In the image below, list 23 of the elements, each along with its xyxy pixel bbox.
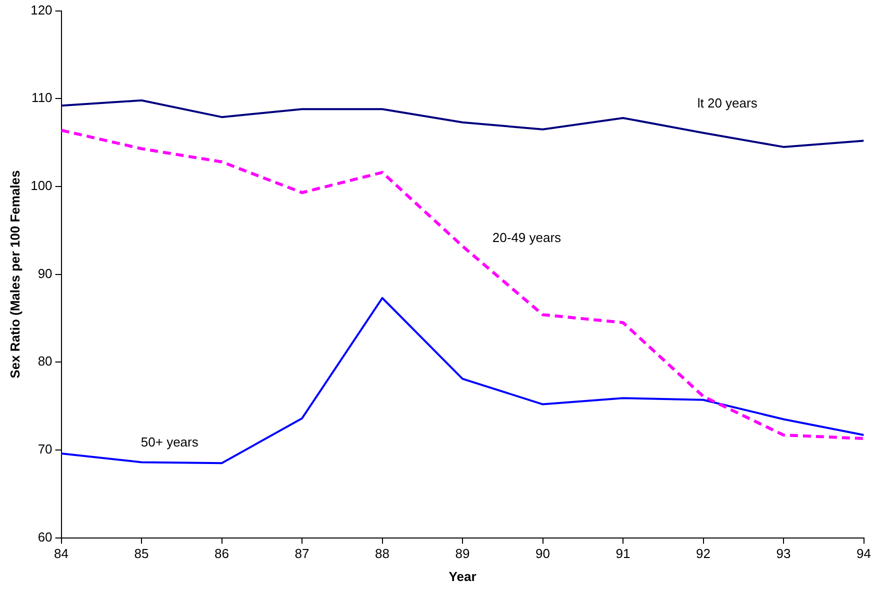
x-tick-label: 85 bbox=[134, 546, 149, 562]
x-tick-label: 88 bbox=[375, 546, 390, 562]
y-axis-title: Sex Ratio (Males per 100 Females bbox=[7, 170, 22, 378]
x-axis-title: Year bbox=[448, 568, 476, 584]
y-tick-label: 70 bbox=[38, 442, 52, 457]
x-tick-label: 89 bbox=[455, 546, 470, 562]
x-tick-label: 86 bbox=[214, 546, 230, 562]
x-tick-label: 94 bbox=[856, 546, 872, 562]
y-tick-label: 80 bbox=[38, 354, 52, 369]
y-tick-label: 100 bbox=[30, 178, 52, 194]
series-label: 50+ years bbox=[140, 434, 199, 450]
y-tick-label: 110 bbox=[32, 90, 52, 106]
x-tick-label: 91 bbox=[616, 546, 630, 562]
y-tick-label: 60 bbox=[38, 529, 52, 544]
series-label: lt 20 years bbox=[697, 96, 758, 111]
x-tick-label: 90 bbox=[536, 546, 550, 562]
x-tick-label: 87 bbox=[294, 546, 310, 562]
x-tick-label: 84 bbox=[54, 546, 69, 562]
y-tick-label: 90 bbox=[38, 266, 52, 281]
x-tick-label: 93 bbox=[776, 546, 791, 562]
y-tick-label: 120 bbox=[30, 2, 52, 18]
x-tick-label: 92 bbox=[696, 546, 711, 562]
series-label: 20-49 years bbox=[492, 230, 562, 246]
